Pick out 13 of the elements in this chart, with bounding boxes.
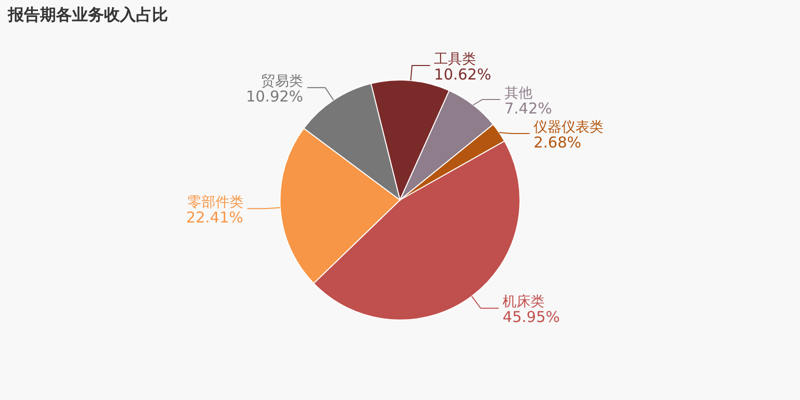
slice-label: 其他	[504, 86, 532, 102]
data-label: 10.92%	[246, 88, 304, 106]
data-label: 2.68%	[534, 134, 582, 152]
chart-title: 报告期各业务收入占比	[7, 5, 168, 24]
data-label: 22.41%	[186, 208, 244, 227]
slice-label: 机床类	[502, 294, 545, 310]
data-label: 7.42%	[504, 100, 552, 118]
data-label: 10.62%	[434, 66, 492, 84]
slice-label: 工具类	[434, 52, 476, 68]
slice-label: 贸易类	[261, 74, 304, 90]
slice-label: 仪器仪表类	[534, 120, 604, 136]
data-label: 45.95%	[502, 308, 560, 326]
slice-label: 零部件类	[187, 194, 244, 211]
